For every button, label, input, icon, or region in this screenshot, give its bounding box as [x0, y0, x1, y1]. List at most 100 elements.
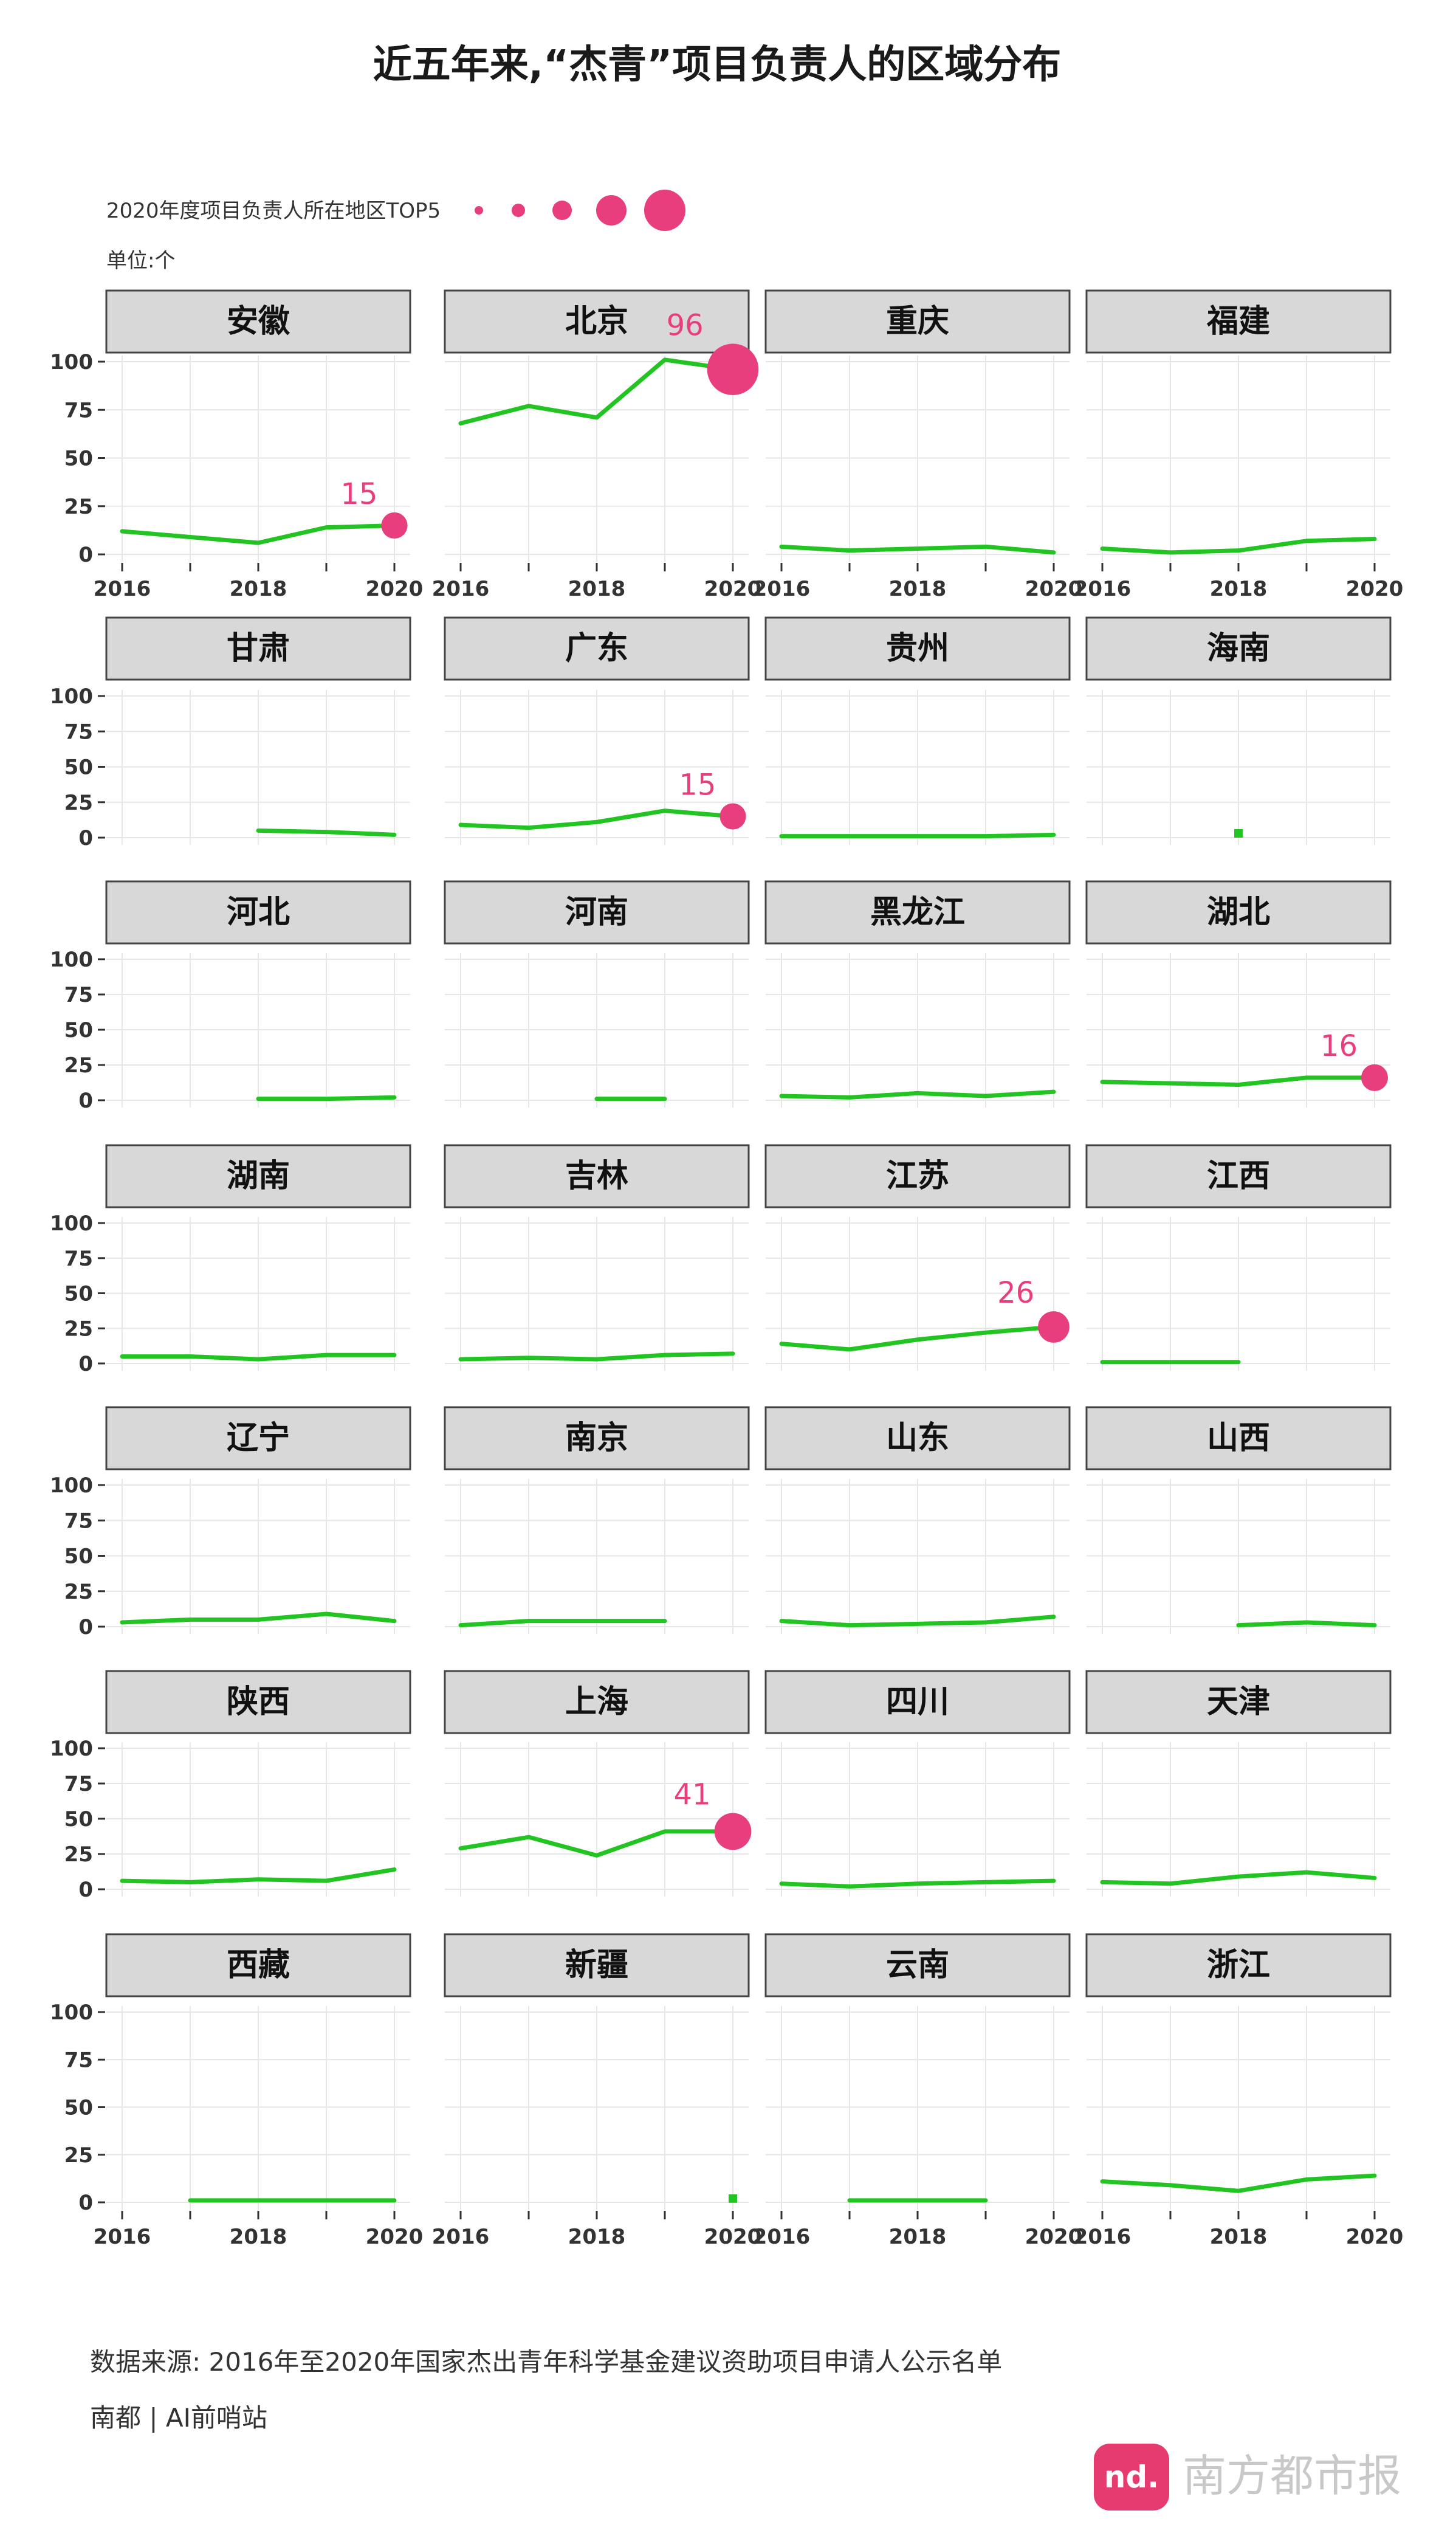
- panel-title: 西藏: [227, 1947, 290, 1983]
- panel-四川: 四川: [764, 1670, 1071, 1897]
- panel-header: [1085, 880, 1392, 945]
- x-tick-label: 2018: [230, 577, 287, 601]
- series-line: [779, 1325, 1056, 1352]
- y-tick-label: 50: [64, 1282, 93, 1306]
- panel-上海: 上海 41: [444, 1670, 752, 1897]
- panel-安徽: 安徽 0 25 50 75 100 2016 2018 2020 15: [50, 289, 424, 601]
- watermark-logo: [1094, 2444, 1169, 2511]
- panel-title: 辽宁: [227, 1420, 290, 1456]
- panel-陕西: 陕西 0 25 50 75 100: [50, 1670, 411, 1902]
- panel-title: 广东: [565, 630, 628, 667]
- y-tick-label: 25: [64, 1317, 93, 1341]
- y-tick-label: 25: [64, 495, 93, 519]
- y-tick-label: 0: [78, 1878, 93, 1902]
- top5-label: 26: [997, 1276, 1034, 1310]
- series-line: [779, 832, 1056, 839]
- panel-重庆: 重庆 2016 2018 2020: [753, 289, 1082, 601]
- panel-吉林: 吉林: [444, 1144, 750, 1371]
- panel-title: 湖南: [227, 1158, 290, 1194]
- panel-header: [764, 1144, 1071, 1208]
- panel-title: 吉林: [565, 1158, 628, 1194]
- y-tick-label: 0: [78, 2191, 93, 2215]
- series-line: [120, 1867, 397, 1884]
- panel-title: 上海: [565, 1684, 628, 1720]
- series-line: [458, 1351, 735, 1362]
- panel-header: [105, 289, 411, 354]
- y-tick-label: 100: [50, 948, 93, 972]
- panel-title: 福建: [1206, 303, 1270, 340]
- panel-title: 山东: [886, 1420, 949, 1456]
- panel-title: 重庆: [886, 303, 949, 340]
- top5-dot: [1361, 1064, 1388, 1091]
- y-tick-label: 75: [64, 983, 93, 1007]
- watermark-logo-mark: nd.: [1104, 2459, 1159, 2495]
- legend-dot: [644, 190, 685, 231]
- series-line: [1100, 1075, 1377, 1087]
- panel-header: [1085, 1670, 1392, 1734]
- panel-header: [1085, 1933, 1392, 1997]
- panel-江西: 江西: [1085, 1144, 1392, 1371]
- panel-header: [764, 1933, 1071, 1997]
- y-tick-label: 75: [64, 2048, 93, 2072]
- panel-header: [444, 1933, 750, 1997]
- panel-title: 四川: [886, 1684, 949, 1720]
- panel-header: [105, 1406, 411, 1470]
- panel-title: 黑龙江: [870, 894, 965, 931]
- x-tick-label: 2018: [568, 2225, 626, 2249]
- x-tick-label: 2020: [704, 577, 762, 601]
- panel-title: 河南: [565, 894, 628, 931]
- y-tick-label: 0: [78, 826, 93, 850]
- legend-dot: [475, 206, 483, 215]
- panel-西藏: 西藏 0 25 50 75 100 2016 2018 2020: [50, 1933, 423, 2249]
- panel-title: 云南: [886, 1947, 949, 1983]
- x-tick-label: 2016: [94, 2225, 151, 2249]
- y-tick-label: 25: [64, 2143, 93, 2168]
- panels: 安徽 0 25 50 75 100 2016 2018 2020 15 北京 2016 2018 2020…: [50, 289, 1404, 2249]
- data-point: [1234, 829, 1243, 838]
- series-line: [120, 523, 397, 545]
- legend-dot: [512, 204, 525, 217]
- x-tick-label: 2018: [230, 2225, 287, 2249]
- panel-header: [105, 616, 411, 681]
- y-tick-label: 75: [64, 720, 93, 744]
- panel-header: [444, 1144, 750, 1208]
- panel-header: [105, 1933, 411, 1997]
- panel-header: [444, 1670, 750, 1734]
- chart-title: 近五年来,“杰青”项目负责人的区域分布: [373, 43, 1061, 88]
- series-line: [458, 1829, 735, 1858]
- series-line: [779, 1615, 1056, 1628]
- y-tick-label: 75: [64, 1772, 93, 1796]
- top5-dot: [714, 1813, 752, 1850]
- panel-title: 安徽: [227, 303, 290, 340]
- y-tick-label: 75: [64, 1509, 93, 1533]
- y-tick-label: 0: [78, 1615, 93, 1639]
- panel-header: [1085, 1406, 1392, 1470]
- panel-title: 山西: [1207, 1420, 1270, 1456]
- panel-title: 南京: [565, 1420, 628, 1456]
- y-tick-label: 100: [50, 1473, 93, 1498]
- panel-南京: 南京: [444, 1406, 750, 1634]
- panel-header: [444, 616, 750, 681]
- panel-header: [1085, 289, 1392, 354]
- series-line: [256, 828, 397, 837]
- series-line: [1100, 1870, 1377, 1886]
- x-tick-label: 2016: [432, 2225, 490, 2249]
- watermark: nd. 南方都市报: [1094, 2444, 1401, 2511]
- x-tick-label: 2020: [1346, 2225, 1404, 2249]
- panel-山西: 山西: [1085, 1406, 1392, 1634]
- x-tick-label: 2020: [704, 2225, 762, 2249]
- panel-title: 江苏: [886, 1158, 949, 1194]
- legend: 2020年度项目负责人所在地区TOP5: [106, 190, 685, 231]
- top5-label: 15: [340, 477, 377, 511]
- panel-云南: 云南 2016 2018 2020: [753, 1933, 1082, 2249]
- top5-dot: [719, 803, 746, 830]
- panel-title: 贵州: [886, 630, 949, 667]
- x-tick-label: 2018: [889, 577, 947, 601]
- series-line: [120, 1353, 397, 1362]
- panel-header: [105, 880, 411, 945]
- x-tick-label: 2018: [568, 577, 626, 601]
- panel-header: [444, 880, 750, 945]
- x-tick-label: 2020: [366, 577, 424, 601]
- panel-新疆: 新疆 2016 2018 2020: [432, 1933, 762, 2249]
